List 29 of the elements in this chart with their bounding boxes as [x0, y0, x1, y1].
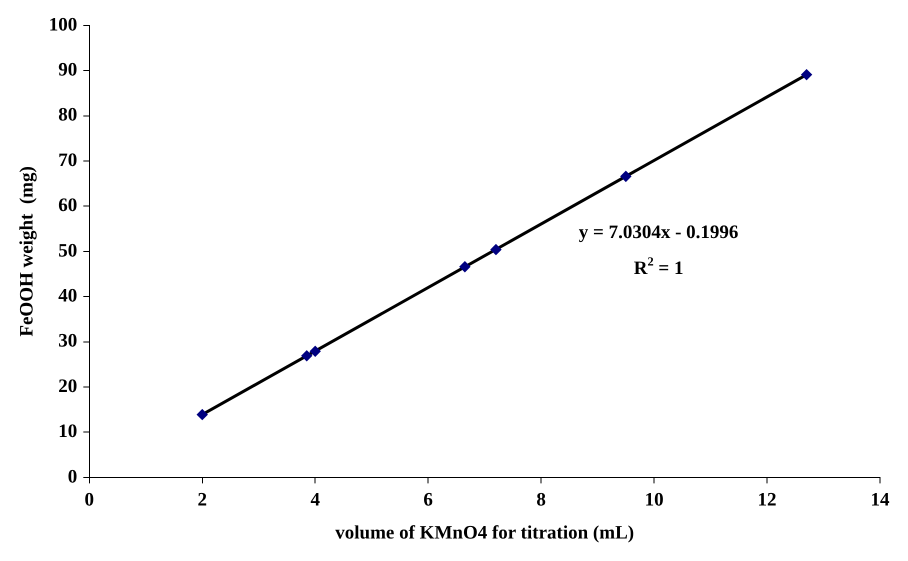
x-tick-label: 12	[758, 490, 777, 511]
x-tick-label: 14	[870, 490, 890, 511]
x-tick-label: 4	[310, 490, 320, 511]
point	[801, 69, 812, 80]
y-tick-label: 50	[58, 240, 78, 262]
point	[301, 350, 312, 362]
x-tick-label: 0	[84, 490, 94, 511]
x-tick-label: 2	[198, 490, 208, 511]
x-axis-title: volume of KMnO4 for titration (mL)	[335, 522, 634, 544]
point	[196, 409, 208, 420]
y-tick-label: 20	[58, 376, 78, 397]
point	[620, 170, 632, 182]
y-tick-label: 40	[58, 286, 78, 307]
point	[490, 244, 502, 256]
y-tick-label: 0	[68, 466, 78, 488]
x-tick-label: 6	[423, 490, 433, 511]
point	[459, 261, 470, 272]
annotation: y = 7.0304x - 0.1996	[578, 222, 738, 243]
y-tick-label: 100	[48, 14, 78, 36]
y-tick-label: 60	[58, 195, 78, 216]
y-tick-label: 70	[58, 150, 78, 171]
x-tick-label: 10	[644, 490, 664, 511]
y-tick-label: 90	[58, 60, 78, 81]
x-tick-label: 8	[536, 490, 546, 511]
y-tick-label: 80	[58, 104, 78, 126]
point	[310, 346, 321, 357]
y-tick-label: 30	[58, 330, 78, 352]
y-tick-label: 10	[58, 421, 78, 442]
y-axis-title: FeOOH weight (mg)	[16, 166, 38, 337]
